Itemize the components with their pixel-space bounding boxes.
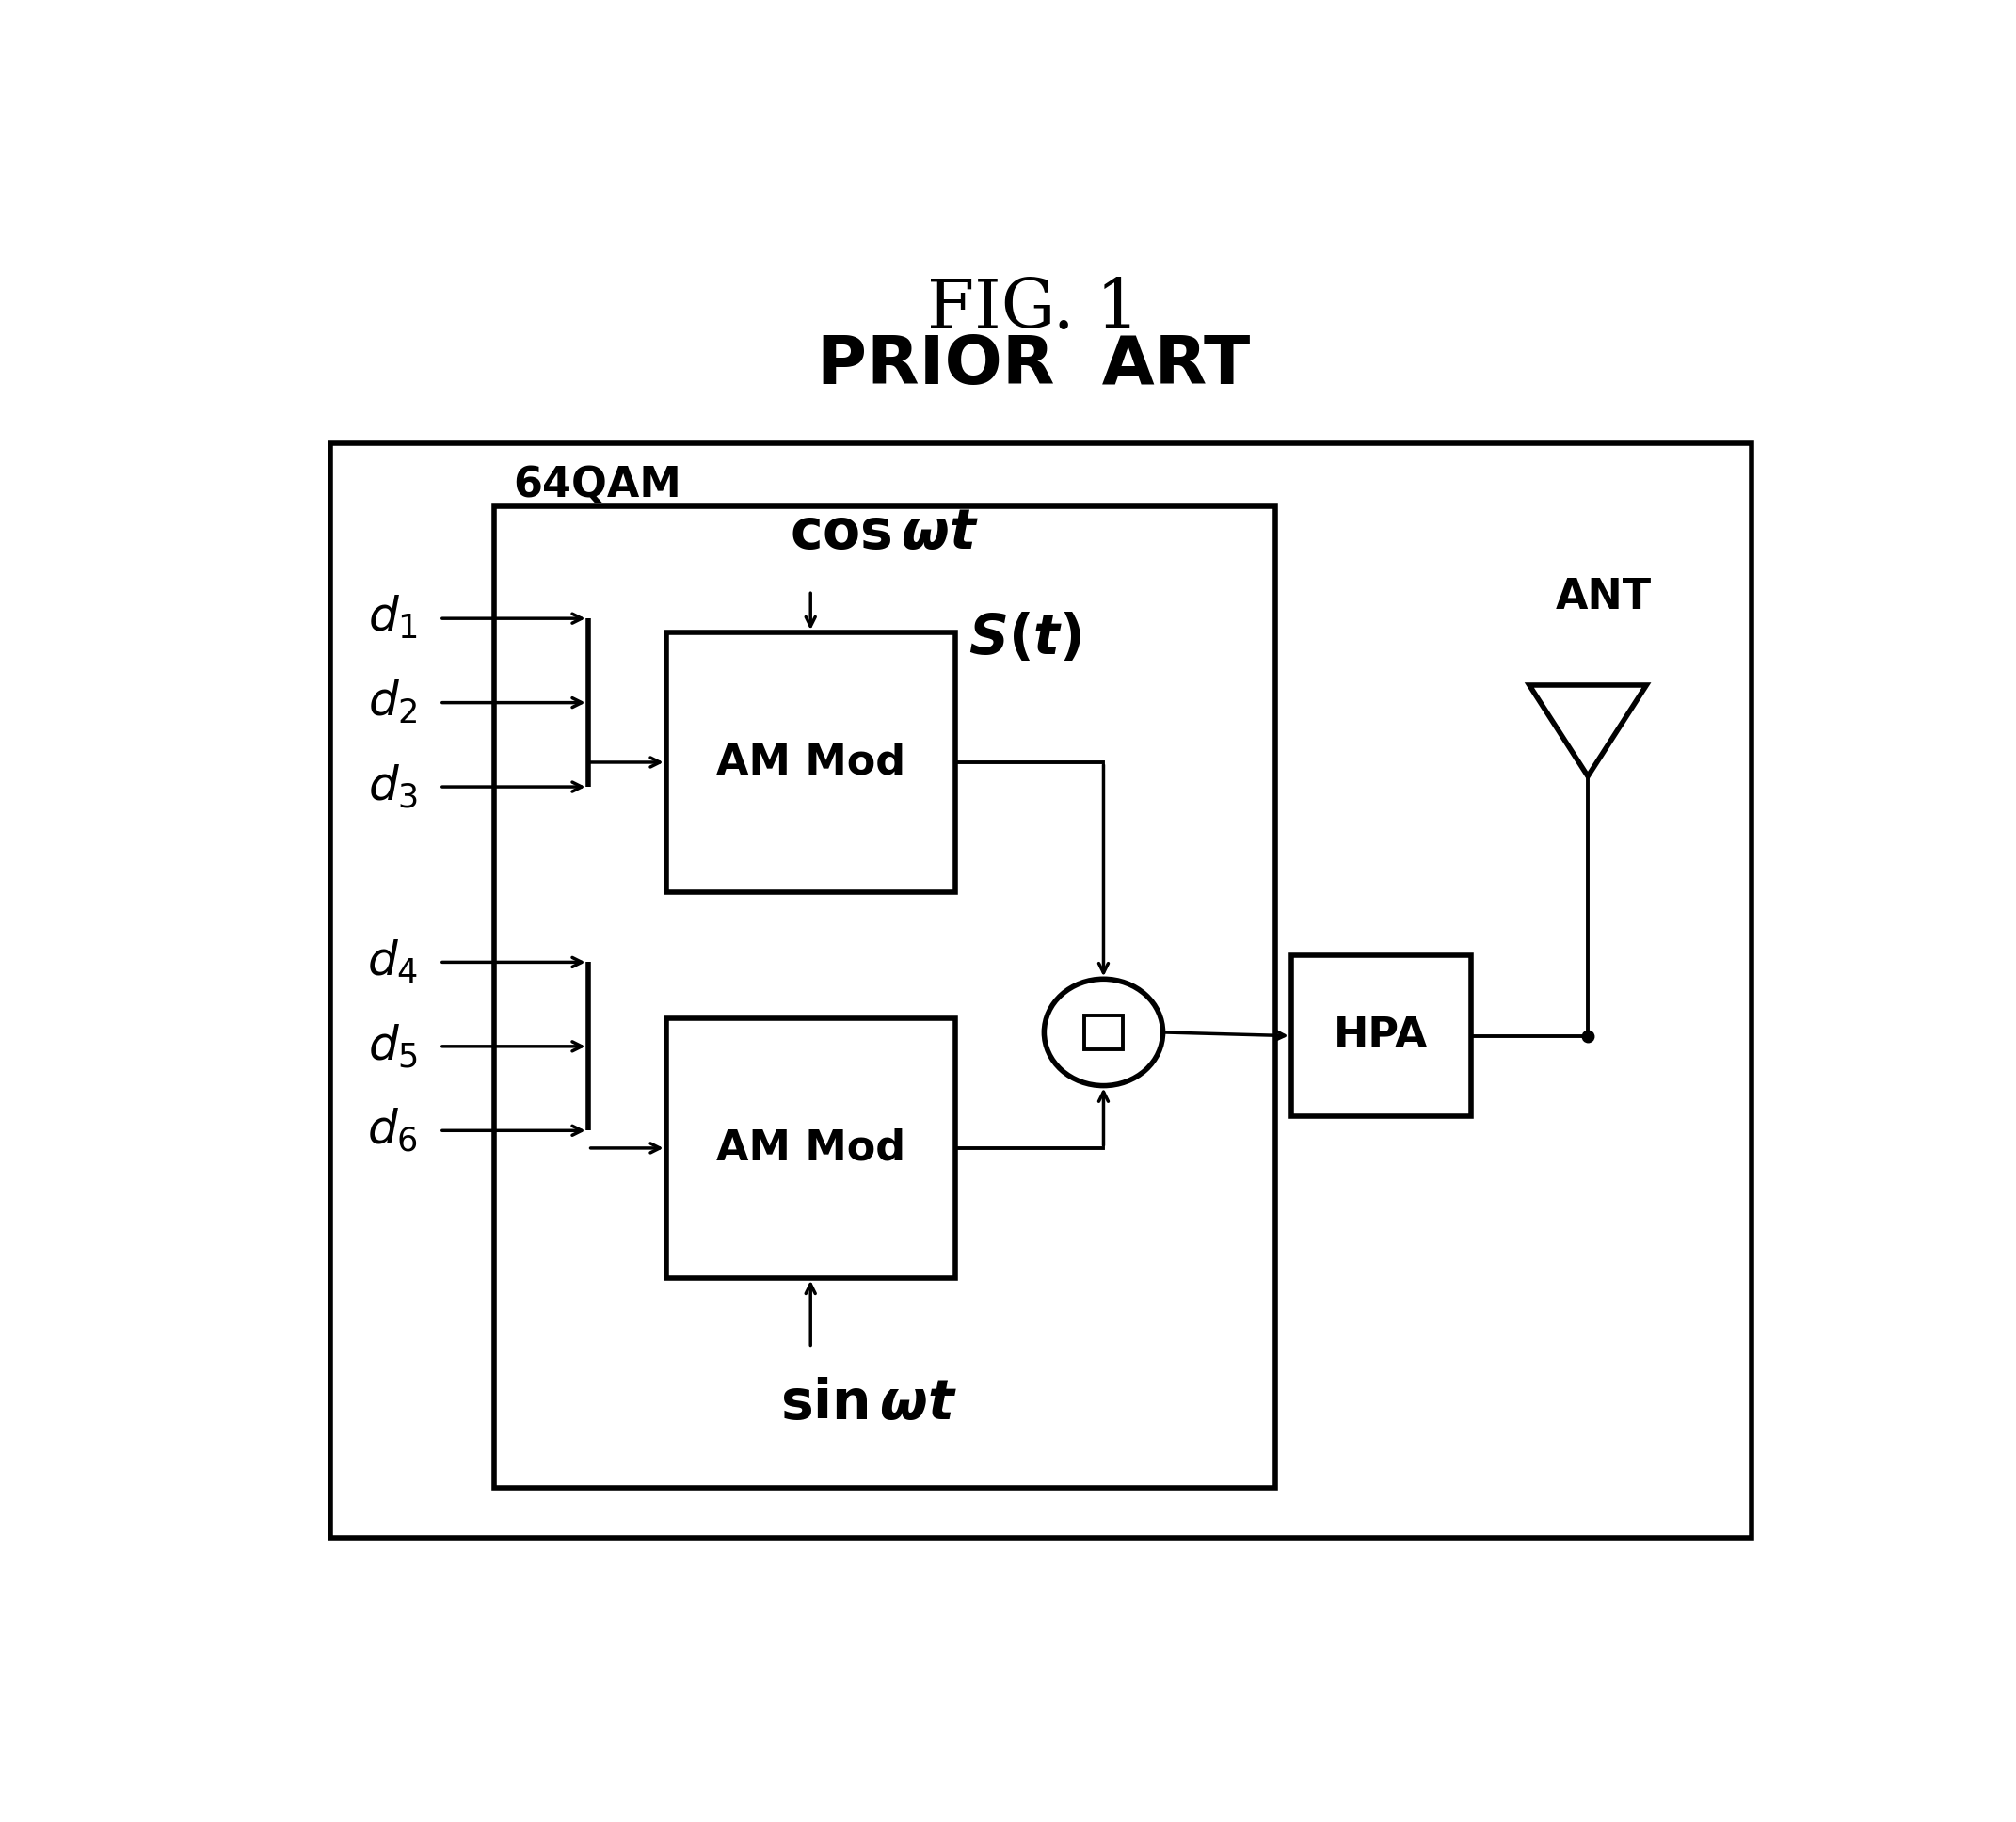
Bar: [665, 1018, 956, 1277]
Circle shape: [1044, 978, 1163, 1086]
Text: $d_{5}$: $d_{5}$: [367, 1022, 417, 1070]
Bar: [1290, 955, 1472, 1117]
Bar: [665, 632, 956, 893]
Text: ANT: ANT: [1556, 578, 1651, 618]
Text: $d_{1}$: $d_{1}$: [367, 596, 417, 641]
Bar: [331, 443, 1752, 1538]
Text: HPA: HPA: [1333, 1015, 1427, 1057]
Text: $d_{3}$: $d_{3}$: [367, 763, 417, 811]
Bar: [494, 507, 1276, 1489]
Bar: [1085, 1015, 1123, 1049]
Text: $\mathbf{cos}\,\boldsymbol{\omega}\boldsymbol{t}$: $\mathbf{cos}\,\boldsymbol{\omega}\bolds…: [790, 508, 980, 561]
Text: 64QAM: 64QAM: [512, 465, 681, 505]
Text: AM Mod: AM Mod: [716, 742, 905, 782]
Text: FIG. 1: FIG. 1: [927, 277, 1139, 343]
Text: PRIOR  ART: PRIOR ART: [816, 333, 1250, 399]
Text: $d_{4}$: $d_{4}$: [367, 938, 417, 986]
Text: AM Mod: AM Mod: [716, 1128, 905, 1168]
Text: $\mathbf{sin}\,\boldsymbol{\omega}\boldsymbol{t}$: $\mathbf{sin}\,\boldsymbol{\omega}\bolds…: [780, 1377, 958, 1430]
Text: $d_{6}$: $d_{6}$: [367, 1106, 417, 1155]
Text: $d_{2}$: $d_{2}$: [367, 680, 417, 727]
Text: $\boldsymbol{S}\boldsymbol{(}\boldsymbol{t}\boldsymbol{)}$: $\boldsymbol{S}\boldsymbol{(}\boldsymbol…: [970, 612, 1083, 667]
